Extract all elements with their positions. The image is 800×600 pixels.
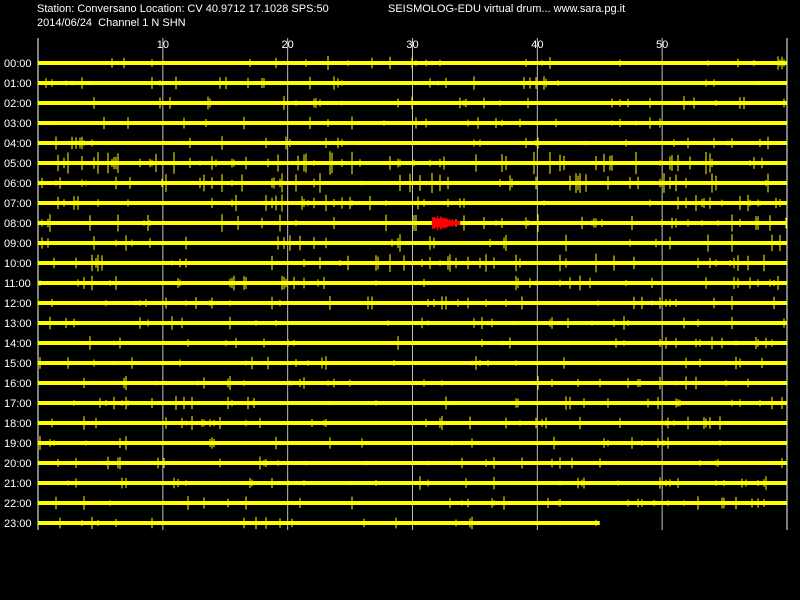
trace-noise: [37, 376, 787, 390]
trace-noise: [37, 253, 787, 273]
trace-noise: [37, 516, 599, 530]
trace-noise: [37, 476, 787, 490]
hour-label: 02:00: [4, 98, 32, 110]
x-tick-label: 10: [157, 39, 169, 51]
hour-label: 18:00: [4, 418, 32, 430]
hour-label: 07:00: [4, 198, 32, 210]
x-tick-label: 50: [656, 39, 668, 51]
hour-label: 13:00: [4, 318, 32, 330]
hour-label: 17:00: [4, 398, 32, 410]
trace-noise: [37, 356, 787, 370]
hour-label: 08:00: [4, 218, 32, 230]
trace-noise: [37, 234, 787, 252]
hour-label: 12:00: [4, 298, 32, 310]
hour-label: 22:00: [4, 498, 32, 510]
trace-noise: [37, 151, 787, 175]
trace-layer: [37, 56, 787, 530]
trace-noise: [37, 116, 787, 130]
hour-label: 11:00: [4, 278, 31, 290]
hour-label: 10:00: [4, 258, 32, 270]
hour-label: 06:00: [4, 178, 32, 190]
app-title: SEISMOLOG-EDU virtual drum... www.sara.p…: [388, 3, 626, 15]
hour-label: 05:00: [4, 158, 32, 170]
hour-label: 14:00: [4, 338, 32, 350]
trace-noise: [37, 56, 787, 70]
hour-label: 04:00: [4, 138, 32, 150]
x-tick-label: 40: [531, 39, 543, 51]
date-channel-info: 2014/06/24 Channel 1 N SHN: [37, 17, 186, 29]
trace-noise: [37, 96, 787, 110]
x-tick-label: 20: [282, 39, 294, 51]
hour-label: 20:00: [4, 458, 32, 470]
trace-noise: [37, 436, 787, 450]
trace-noise: [37, 194, 787, 212]
trace-noise: [37, 396, 787, 410]
hour-label: 01:00: [4, 78, 32, 90]
hour-label: 21:00: [4, 478, 32, 490]
trace-noise: [37, 136, 787, 150]
hour-label: 16:00: [4, 378, 32, 390]
hour-label: 19:00: [4, 438, 32, 450]
trace-noise: [37, 456, 787, 470]
trace-noise: [37, 173, 787, 193]
hour-label: 00:00: [4, 58, 32, 70]
hour-label: 03:00: [4, 118, 32, 130]
hour-label: 09:00: [4, 238, 32, 250]
hour-label: 23:00: [4, 518, 32, 530]
x-tick-label: 30: [406, 39, 418, 51]
label-layer: 10 20 30 40 50 00:00 01:00 02:00 03:00 04:00 05:00…: [4, 39, 668, 530]
station-info: Station: Conversano Location: CV 40.9712…: [37, 3, 329, 15]
hour-label: 15:00: [4, 358, 32, 370]
